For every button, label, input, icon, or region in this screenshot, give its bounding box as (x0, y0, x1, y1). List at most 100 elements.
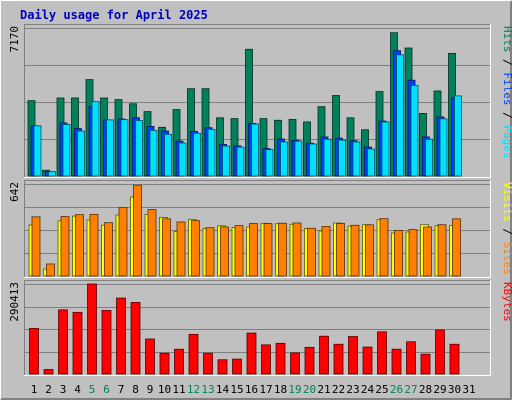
legend: Hits / Files / Pages (501, 26, 512, 159)
bar-pages (439, 118, 448, 177)
legend-item-hits: Hits (501, 26, 512, 53)
bar-sites (104, 222, 113, 277)
bar-kbytes (319, 335, 329, 375)
day-label: 27 (404, 383, 417, 396)
bar-kbytes (232, 358, 242, 375)
day-label: 15 (230, 383, 243, 396)
bar-pages (193, 132, 201, 177)
bar-pages (454, 95, 462, 177)
axis-max-label: 7170 (8, 26, 21, 53)
panel-1: 7170 Hits / Files / Pages (8, 24, 512, 178)
bar-pages (352, 141, 361, 177)
legend-item-pages: Pages (501, 125, 512, 158)
bar-pages (178, 142, 187, 177)
day-label: 26 (390, 383, 403, 396)
day-label: 10 (158, 383, 171, 396)
day-label: 6 (103, 383, 110, 396)
bar-kbytes (246, 332, 257, 375)
day-label: 19 (288, 383, 301, 396)
bar-kbytes (435, 329, 445, 375)
day-label: 4 (74, 383, 81, 396)
day-label: 31 (462, 383, 475, 396)
bar-sites (234, 225, 244, 277)
legend-item-kbytes: KBytes (501, 282, 512, 322)
bar-pages (265, 149, 274, 177)
bar-kbytes (391, 348, 402, 375)
bar-sites (191, 220, 200, 277)
panel-3: 290413 KBytes (8, 280, 512, 376)
bar-sites (89, 213, 99, 277)
bar-kbytes (377, 331, 387, 375)
bar-pages (48, 171, 56, 177)
bar-sites (365, 224, 374, 277)
bar-pages (91, 101, 100, 177)
bar-sites (249, 223, 258, 277)
day-label: 14 (216, 383, 230, 396)
bar-sites (133, 184, 142, 277)
panel-2: 642 Visits / Sites (8, 180, 512, 278)
bar-kbytes (72, 311, 83, 375)
bar-sites (437, 224, 447, 277)
bar-kbytes (43, 369, 54, 375)
day-label: 28 (419, 383, 432, 396)
day-label: 5 (89, 383, 96, 396)
bar-kbytes (174, 348, 184, 375)
bar-kbytes (406, 341, 416, 375)
bar-kbytes (217, 359, 228, 375)
bar-kbytes (130, 302, 141, 375)
day-label: 9 (147, 383, 154, 396)
bar-pages (323, 138, 332, 177)
bar-pages (33, 125, 42, 177)
bar-sites (118, 206, 128, 277)
bar-pages (294, 140, 303, 177)
bar-kbytes (159, 352, 170, 375)
day-label: 11 (172, 383, 185, 396)
day-label: 3 (60, 383, 67, 396)
bar-pages (396, 54, 404, 177)
day-label: 22 (332, 383, 345, 396)
day-label: 13 (201, 383, 214, 396)
bar-pages (149, 129, 158, 177)
bar-sites (350, 224, 360, 277)
bar-sites (278, 222, 287, 277)
bar-sites (176, 221, 186, 277)
bar-sites (31, 216, 41, 277)
bar-kbytes (29, 328, 39, 375)
bar-pages (120, 119, 129, 177)
bar-pages (381, 121, 390, 177)
bar-kbytes (348, 336, 358, 375)
day-label: 30 (448, 383, 461, 396)
legend-item-files: Files (501, 72, 512, 105)
bar-kbytes (116, 297, 126, 375)
bar-pages (164, 133, 172, 177)
bar-kbytes (58, 309, 68, 375)
bar-sites (336, 223, 345, 277)
bar-kbytes (101, 310, 112, 375)
bar-kbytes (290, 352, 300, 375)
bar-sites (452, 218, 461, 277)
legend: Visits / Sites (501, 182, 512, 275)
day-label: 18 (274, 383, 287, 396)
bar-pages (280, 141, 288, 177)
bar-pages (251, 123, 259, 177)
bar-kbytes (188, 333, 199, 375)
legend-separator: / (501, 53, 512, 73)
legend: KBytes (501, 282, 512, 322)
legend-item-visits: Visits (501, 182, 512, 222)
legend-separator: / (501, 222, 512, 242)
bar-kbytes (275, 342, 286, 375)
bar-kbytes (261, 344, 271, 375)
axis-max-label: 642 (8, 182, 21, 202)
day-label: 7 (118, 383, 125, 396)
day-label: 20 (303, 383, 316, 396)
bar-sites (292, 222, 302, 277)
day-label: 24 (361, 383, 375, 396)
legend-separator: / (501, 106, 512, 126)
bar-sites (394, 230, 403, 277)
day-label: 25 (375, 383, 388, 396)
bar-pages (135, 120, 143, 177)
bar-kbytes (449, 343, 460, 375)
bar-pages (338, 139, 346, 177)
bar-kbytes (304, 346, 315, 375)
